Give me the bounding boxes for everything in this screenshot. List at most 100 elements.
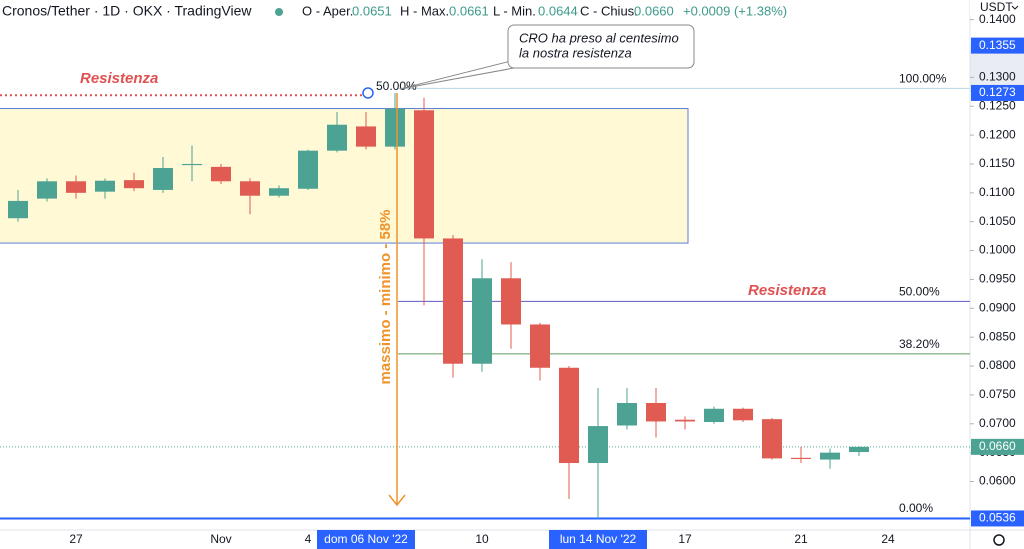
y-tick-label: 0.1100 bbox=[979, 185, 1015, 199]
plot: 100.00% 50.00% 38.20% 0.00% bbox=[0, 72, 970, 520]
y-tick-label: 0.0600 bbox=[979, 474, 1016, 488]
price-label-bg bbox=[971, 510, 1024, 527]
header: Cronos/Tether · 1D · OKX · TradingView O… bbox=[0, 0, 790, 24]
range-label: massimo - minimo - 58% bbox=[377, 209, 394, 384]
x-tick-label: 24 bbox=[881, 532, 895, 546]
candle-body bbox=[675, 419, 695, 422]
x-tick-label: 4 bbox=[305, 532, 312, 546]
y-tick-label: 0.1050 bbox=[979, 214, 1016, 228]
fib-label: 50.00% bbox=[899, 285, 940, 299]
crosshair-label-bg bbox=[549, 530, 647, 549]
callout-text: CRO ha preso al centesimo bbox=[519, 30, 679, 45]
ohlc-value: 0.0651 bbox=[352, 3, 392, 18]
y-tick-label: 0.1000 bbox=[979, 243, 1016, 257]
range-arrowhead bbox=[388, 494, 406, 507]
price-label-bg bbox=[971, 438, 1024, 455]
overlay: Resistenza Resistenza 50.00% CRO ha preso a… bbox=[80, 24, 826, 507]
candle-body bbox=[530, 324, 550, 368]
price-label: 0.0660 bbox=[979, 439, 1016, 453]
x-tick-label: 27 bbox=[69, 532, 83, 546]
ohlc-label: C - Chius. bbox=[580, 3, 638, 18]
y-tick-label: 0.0900 bbox=[979, 300, 1016, 314]
candle-body bbox=[182, 163, 202, 166]
candle-body bbox=[8, 200, 28, 219]
candle-body bbox=[269, 188, 289, 196]
candle-body bbox=[443, 238, 463, 364]
candle-body bbox=[646, 402, 666, 422]
candle-body bbox=[66, 181, 86, 193]
candle-body bbox=[95, 180, 115, 192]
price-label: 0.1355 bbox=[979, 38, 1016, 52]
candle-body bbox=[472, 278, 492, 364]
crosshair-label-bg bbox=[317, 530, 415, 549]
price-label: 0.1273 bbox=[979, 85, 1016, 99]
ohlc-value: 0.0661 bbox=[449, 3, 489, 18]
callout-text: la nostra resistenza bbox=[519, 45, 632, 60]
y-tick-label: 0.1150 bbox=[979, 156, 1015, 170]
x-tick-label: dom 06 Nov '22 bbox=[324, 532, 408, 546]
callout-box bbox=[507, 24, 695, 69]
y-tick-label: 0.1250 bbox=[979, 98, 1016, 112]
fib-label: 38.20% bbox=[899, 337, 940, 351]
candle-body bbox=[385, 108, 405, 147]
status-dot bbox=[275, 8, 283, 16]
resistance-label: Resistenza bbox=[80, 70, 158, 87]
currency-bg bbox=[970, 0, 1024, 16]
candle-body bbox=[733, 408, 753, 421]
candle-body bbox=[559, 367, 579, 464]
fib-label: 100.00% bbox=[899, 72, 947, 86]
price-label-bg bbox=[971, 37, 1024, 54]
candle-body bbox=[414, 110, 434, 239]
candle-body bbox=[501, 278, 521, 325]
x-tick-label: lun 14 Nov '22 bbox=[560, 532, 637, 546]
candle-body bbox=[298, 150, 318, 189]
price-label: 0.0536 bbox=[979, 511, 1016, 525]
top-percent: 50.00% bbox=[376, 79, 417, 93]
x-tick-label: 10 bbox=[475, 532, 489, 546]
x-tick-label: Nov bbox=[210, 532, 231, 546]
candle-body bbox=[588, 426, 608, 464]
candle-body bbox=[153, 168, 173, 190]
ohlc-label: H - Max. bbox=[400, 3, 449, 18]
y-tick-label: 0.1300 bbox=[979, 70, 1016, 84]
ohlc-change: +0.0009 (+1.38%) bbox=[683, 3, 787, 18]
ohlc-value: 0.0660 bbox=[634, 3, 674, 18]
candle-body bbox=[617, 402, 637, 426]
candle-body bbox=[37, 181, 57, 199]
header-bg bbox=[0, 0, 790, 24]
gear[interactable] bbox=[993, 534, 1005, 546]
price-label-bg bbox=[971, 84, 1024, 101]
ohlc-label: O - Aper. bbox=[302, 3, 353, 18]
candle-body bbox=[356, 126, 376, 147]
y-tick-label: 0.0850 bbox=[979, 329, 1016, 343]
settings-icon[interactable] bbox=[993, 534, 1005, 546]
symbol-title: Cronos/Tether · 1D · OKX · TradingView bbox=[2, 3, 252, 19]
candle-body bbox=[327, 124, 347, 151]
candle-body bbox=[762, 419, 782, 459]
y-tick-label: 0.0950 bbox=[979, 272, 1016, 286]
candle-body bbox=[791, 457, 811, 459]
candle-body bbox=[820, 452, 840, 460]
resistance-label: Resistenza bbox=[748, 282, 826, 299]
fib-label: 0.00% bbox=[899, 501, 933, 515]
candle-body bbox=[124, 180, 144, 189]
y-tick-label: 0.0700 bbox=[979, 416, 1016, 430]
callout-pointer bbox=[399, 65, 526, 90]
candle-body bbox=[211, 166, 231, 182]
y-tick-label: 0.0800 bbox=[979, 358, 1016, 372]
y-tick-label: 0.1400 bbox=[979, 12, 1016, 26]
y-tick-label: 0.0750 bbox=[979, 387, 1016, 401]
candle-body bbox=[849, 446, 869, 453]
currency[interactable]: USDT bbox=[980, 0, 1013, 14]
anchor-point bbox=[362, 87, 374, 99]
currency-caret bbox=[1011, 5, 1019, 10]
x-tick-label: 21 bbox=[794, 532, 808, 546]
candle-body bbox=[704, 408, 724, 423]
callout-pointer bbox=[399, 59, 516, 90]
ohlc-value: 0.0644 bbox=[538, 3, 578, 18]
candle-body bbox=[240, 181, 260, 196]
ohlc-label: L - Min. bbox=[493, 3, 536, 18]
y-tick-label: 0.1200 bbox=[979, 127, 1016, 141]
x-tick-label: 17 bbox=[678, 532, 692, 546]
